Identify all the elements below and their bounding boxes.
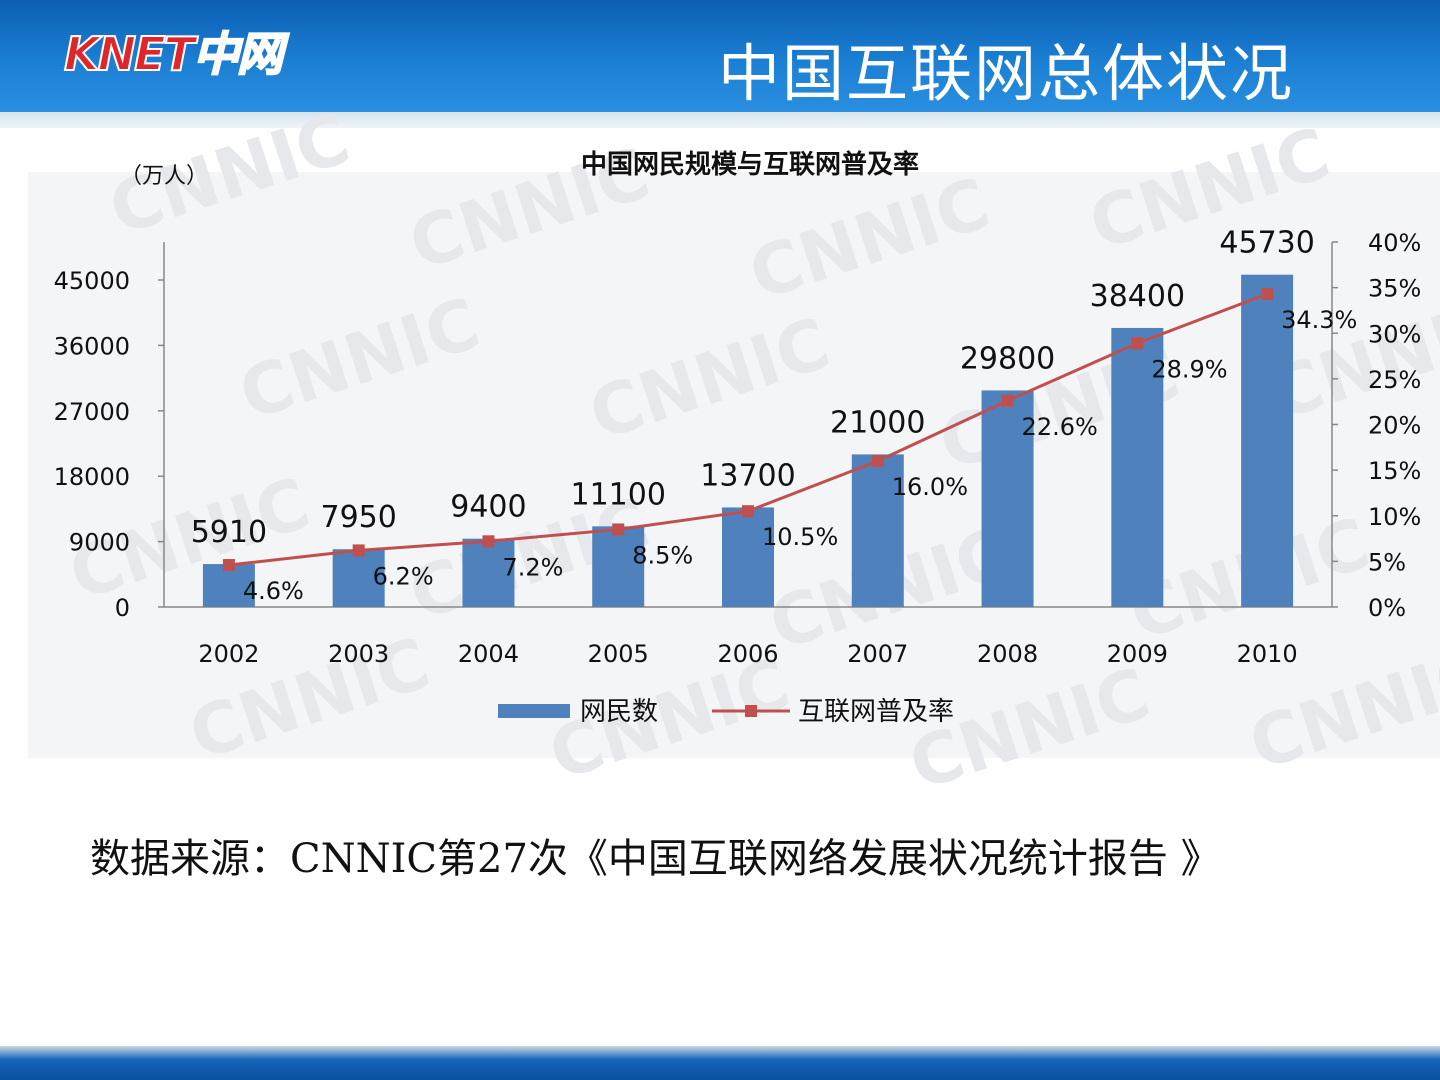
bar [462,538,515,607]
bar-value-label: 13700 [700,458,795,493]
x-tick-label: 2004 [458,640,519,668]
right-tick-label: 10% [1368,503,1421,531]
line-marker [1261,288,1274,301]
right-tick-label: 25% [1368,366,1421,394]
right-tick-label: 5% [1368,548,1406,576]
axes: 0 9000 18000 27000 36000 45000 0% 5% 10% 15% 20% 25… [54,229,1422,668]
left-tick-label: 18000 [54,463,130,491]
chart-background [28,172,1440,758]
x-tick-label: 2005 [588,640,649,668]
left-tick-label: 9000 [69,529,130,557]
left-tick-label: 45000 [54,267,130,295]
line-value-label: 34.3% [1281,306,1357,334]
left-tick-label: 0 [115,594,130,622]
bar-value-label: 29800 [960,341,1055,376]
line-value-label: 6.2% [373,562,434,590]
x-tick-label: 2007 [847,640,908,668]
x-tick-label: 2009 [1107,640,1168,668]
line-marker [742,505,754,518]
line-value-label: 4.6% [243,577,304,605]
right-tick-label: 35% [1368,275,1421,303]
header-bar [0,0,1440,112]
bar [202,564,255,607]
line-value-label: 7.2% [502,553,563,581]
line-value-label: 28.9% [1151,355,1227,383]
right-tick-label: 15% [1368,457,1421,485]
line-value-label: 22.6% [1022,413,1098,441]
bar-value-label: 45730 [1219,226,1314,261]
line-marker [482,535,495,548]
bar-value-label: 7950 [320,500,396,535]
right-tick-label: 0% [1368,594,1406,622]
x-tick-label: 2002 [198,640,259,668]
legend: 网民数 互联网普及率 [498,697,954,727]
bar-value-label: 38400 [1090,279,1185,314]
bar-value-label: 9400 [450,490,526,525]
unit-label: （万人） [120,164,209,189]
line-marker [352,544,365,557]
x-tick-label: 2003 [328,640,389,668]
knet-logo: KNET中网 [63,26,344,82]
line-value-label: 16.0% [892,473,968,501]
x-tick-label: 2008 [977,640,1038,668]
legend-label-bar: 网民数 [580,697,658,727]
left-tick-label: 27000 [54,398,130,426]
slide-title: 中国互联网总体状况 [718,37,1295,110]
line-value-label: 10.5% [762,523,838,551]
legend-label-line: 互联网普及率 [798,697,954,727]
source-note: 数据来源：CNNIC第27次《中国互联网络发展状况统计报告 》 [90,836,1221,882]
x-tick-label: 2010 [1237,640,1298,668]
bar-series [202,274,1294,607]
line-series [222,288,1274,572]
header-divider [0,112,1440,128]
bar [722,507,774,607]
line-marker [1001,394,1014,407]
chart-title: 中国网民规模与互联网普及率 [580,150,919,180]
watermark-text: CNNIC [740,162,999,316]
bar-value-label: 5910 [191,515,267,550]
bar [981,390,1034,607]
bar [592,526,645,607]
line-marker [871,455,884,467]
logo-text: KNET中网 [63,26,284,82]
line-marker [1131,337,1144,350]
bar [851,454,904,607]
left-tick-label: 36000 [54,332,130,360]
legend-marker-line [745,705,757,717]
right-tick-label: 40% [1368,229,1421,257]
watermark-text: CNNIC [580,302,839,456]
line-value-label: 8.5% [632,541,693,569]
bar [332,549,385,607]
bar-value-label: 11100 [571,477,666,512]
footer-bar [0,1046,1440,1080]
bar [1241,274,1294,607]
watermark-text: CNNIC [230,282,489,436]
legend-swatch-bar [498,704,570,718]
watermark-text: CNNIC [900,652,1159,806]
x-tick-label: 2006 [717,640,778,668]
bar-value-label: 21000 [830,405,925,440]
line-marker [612,523,625,536]
data-labels: 5910 7950 9400 11100 13700 21000 29800 38400 457… [191,226,1358,605]
line-marker [222,559,235,572]
right-tick-label: 30% [1368,320,1421,348]
bar [1111,327,1164,607]
right-tick-label: 20% [1368,412,1421,440]
